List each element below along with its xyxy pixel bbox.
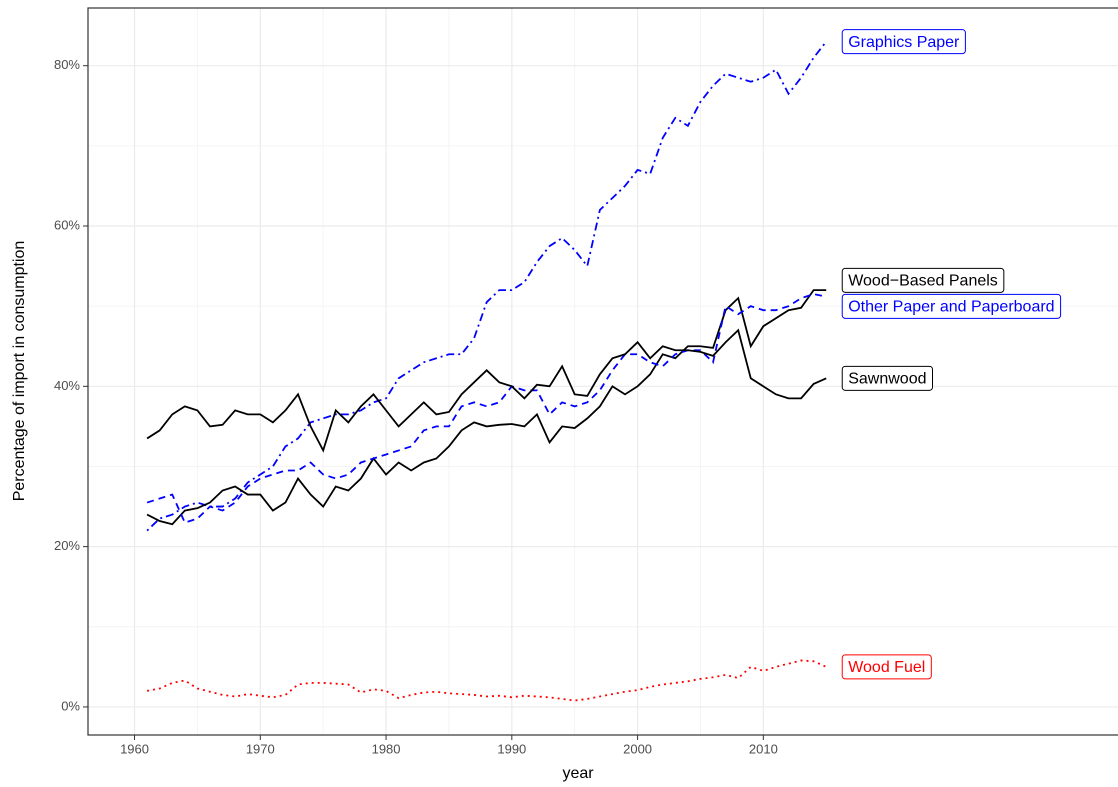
y-tick-label: 80% (54, 57, 80, 72)
x-tick-label: 1970 (246, 741, 275, 756)
series-line (146, 659, 827, 702)
x-tick-label: 2000 (623, 741, 652, 756)
y-tick-label: 20% (54, 538, 80, 553)
x-axis-title: year (562, 765, 594, 782)
legend-label: Sawnwood (848, 371, 926, 388)
legend-label: Wood−Based Panels (848, 273, 998, 290)
y-axis-title: Percentage of import in consumption (11, 241, 28, 502)
x-tick-label: 1960 (120, 741, 149, 756)
series-line (146, 289, 827, 526)
panel-border (87, 7, 1118, 736)
label-box (841, 29, 966, 55)
series-label: Sawnwood (841, 365, 934, 391)
series-line (146, 41, 827, 532)
legend-label: Other Paper and Paperboard (848, 299, 1054, 316)
label-box (841, 267, 1005, 293)
series-label: Wood−Based Panels (841, 267, 1005, 293)
series-line (146, 293, 827, 524)
label-box (841, 293, 1062, 319)
legend-label: Wood Fuel (848, 659, 925, 676)
y-tick-label: 40% (54, 378, 80, 393)
label-box (841, 365, 934, 391)
x-tick-label: 1990 (497, 741, 526, 756)
series-label: Wood Fuel (841, 654, 932, 680)
x-tick-label: 2010 (749, 741, 778, 756)
series-line (146, 328, 827, 453)
y-tick-label: 60% (54, 217, 80, 232)
label-box (841, 654, 932, 680)
series-label: Other Paper and Paperboard (841, 293, 1062, 319)
y-tick-label: 0% (61, 698, 80, 713)
legend-label: Graphics Paper (848, 34, 960, 51)
series-label: Graphics Paper (841, 29, 966, 55)
x-tick-label: 1980 (372, 741, 401, 756)
